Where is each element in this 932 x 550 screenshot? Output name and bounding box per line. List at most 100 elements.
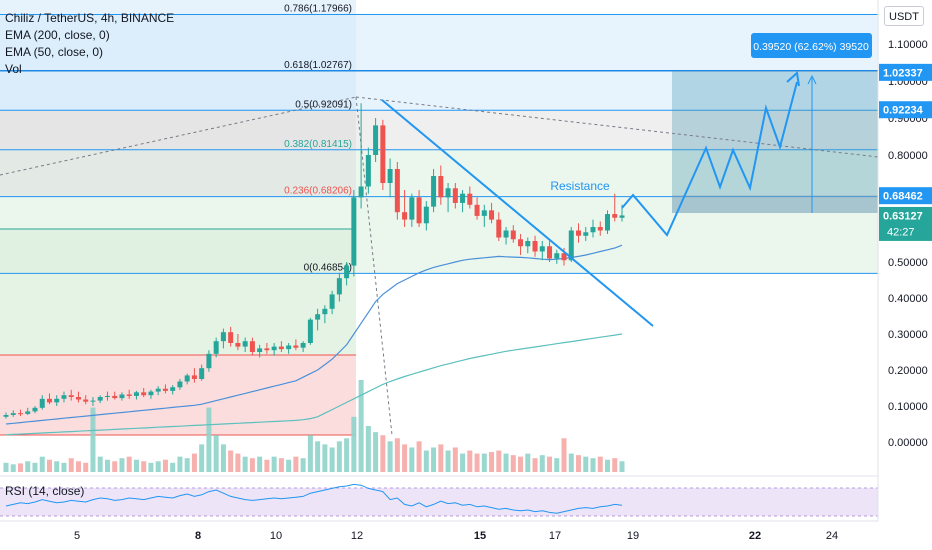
candle-body: [525, 241, 531, 247]
volume-bar: [365, 426, 371, 472]
volume-bar: [387, 441, 393, 472]
candle-body: [257, 348, 263, 352]
candle-body: [228, 332, 234, 343]
price-tick-label: 0.30000: [888, 329, 928, 341]
price-tag: [879, 187, 932, 205]
dashed-trendline: [355, 96, 393, 436]
volume-bar: [278, 458, 284, 472]
volume-bar: [141, 461, 147, 472]
volume-bar: [605, 459, 611, 472]
candle-body: [68, 395, 74, 397]
candle-body: [104, 395, 110, 397]
candle-body: [510, 230, 516, 240]
candle-body: [518, 239, 524, 247]
candle-body: [25, 411, 31, 414]
volume-bar: [213, 435, 219, 472]
time-tick-label: 19: [627, 530, 639, 542]
volume-bar: [300, 458, 306, 472]
fib-label: 0(0.46854): [304, 262, 352, 273]
candle-body: [431, 176, 437, 207]
volume-bar: [619, 461, 625, 472]
candle-body: [271, 346, 277, 351]
candle-body: [460, 193, 466, 203]
volume-bar: [25, 461, 31, 472]
volume-bar: [184, 458, 190, 472]
fib-label: 0.236(0.68206): [284, 186, 352, 197]
ema50-label[interactable]: EMA (50, close, 0): [5, 45, 104, 59]
candle-body: [32, 407, 38, 412]
candle-body: [191, 375, 197, 379]
volume-bar: [481, 453, 487, 472]
candle-body: [583, 232, 589, 236]
volume-bar: [104, 459, 110, 472]
candle-body: [315, 314, 321, 320]
rsi-label[interactable]: RSI (14, close): [5, 484, 85, 498]
fib-zone: [0, 0, 356, 71]
volume-bar: [97, 456, 103, 472]
rsi-line: [5, 483, 623, 514]
candle-body: [481, 210, 487, 216]
candle-body: [39, 398, 45, 408]
volume-bar: [206, 407, 212, 472]
measure-box: [751, 33, 872, 58]
volume-bar: [358, 380, 364, 472]
candle-body: [452, 188, 458, 203]
time-tick-label: 5: [74, 530, 80, 542]
candle-body: [336, 278, 342, 295]
volume-bar: [83, 462, 89, 472]
candle-body: [286, 345, 292, 350]
volume-bar: [547, 456, 553, 472]
volume-bar: [119, 458, 125, 472]
volume-bar: [54, 461, 60, 472]
volume-bar: [452, 447, 458, 472]
candle-body: [119, 394, 125, 399]
candle-body: [365, 155, 371, 187]
symbol-title[interactable]: Chiliz / TetherUS, 4h, BINANCE: [5, 11, 175, 25]
time-tick-label: 15: [474, 530, 486, 542]
candle-body: [612, 214, 618, 218]
volume-bar: [177, 456, 183, 472]
time-tick-label: 24: [826, 530, 838, 542]
candle-body: [568, 230, 574, 261]
volume-bar: [423, 450, 429, 472]
candle-body: [61, 395, 67, 399]
candle-body: [605, 214, 611, 231]
currency-button[interactable]: USDT: [884, 6, 924, 26]
candle-body: [423, 206, 429, 224]
volume-label[interactable]: Vol: [5, 62, 22, 76]
target-zone: [672, 195, 878, 213]
candle-body: [75, 397, 81, 400]
candle-body: [97, 397, 103, 401]
price-tag: [879, 206, 932, 241]
candle-body: [387, 169, 393, 183]
volume-bar: [532, 458, 538, 472]
candle-body: [206, 353, 212, 369]
volume-bar: [489, 452, 495, 472]
candle-body: [322, 308, 328, 315]
volume-bar: [126, 456, 132, 472]
candle-body: [373, 125, 379, 155]
candle-body: [10, 413, 16, 415]
projection-arrowhead: [786, 71, 800, 87]
candle-body: [278, 346, 284, 350]
chart-legend: Chiliz / TetherUS, 4h, BINANCE EMA (200,…: [5, 10, 174, 78]
candle-body: [619, 215, 625, 218]
volume-bar: [293, 456, 299, 472]
candle-body: [249, 341, 255, 352]
ema200-label[interactable]: EMA (200, close, 0): [5, 28, 110, 42]
candle-body: [474, 204, 480, 216]
price-tick-label: 0.10000: [888, 401, 928, 413]
volume-bar: [315, 441, 321, 472]
candle-body: [554, 253, 560, 259]
volume-bar: [597, 456, 603, 472]
candle-body: [264, 348, 270, 351]
volume-bar: [39, 456, 45, 472]
fib-label: 0.382(0.81415): [284, 139, 352, 150]
candle-body: [590, 227, 596, 233]
descending-trendline: [381, 99, 654, 327]
volume-bar: [503, 453, 509, 472]
volume-bar: [228, 450, 234, 472]
time-tick-label: 10: [270, 530, 282, 542]
candle-body: [184, 375, 190, 382]
